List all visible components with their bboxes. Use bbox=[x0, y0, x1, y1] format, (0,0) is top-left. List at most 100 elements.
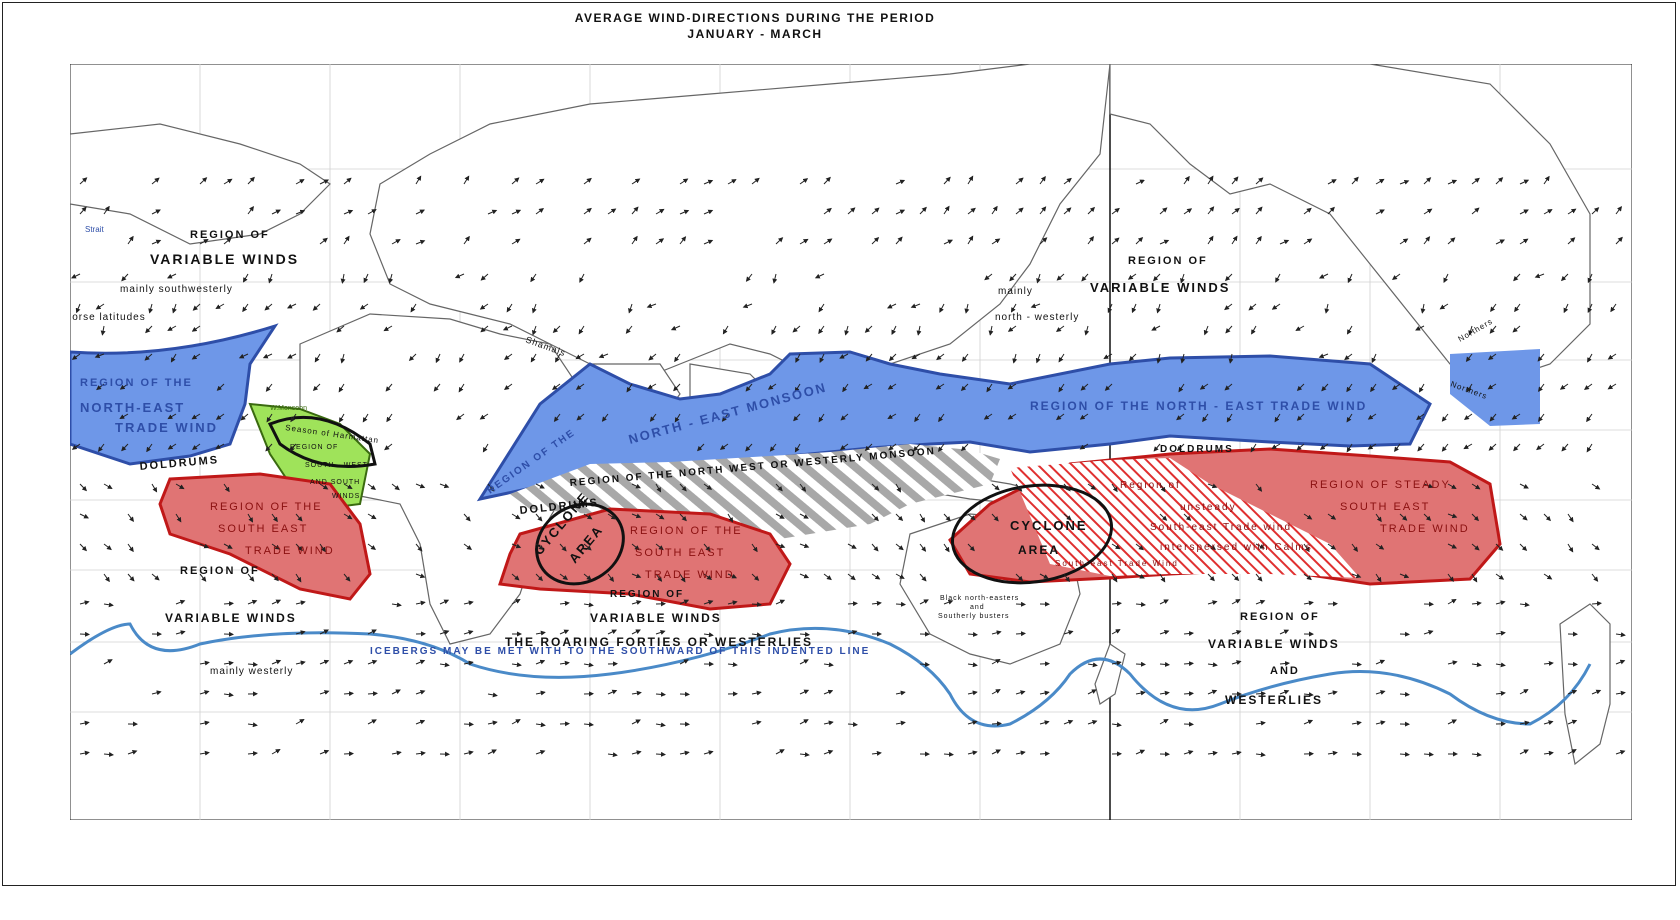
wind-arrow bbox=[799, 483, 807, 492]
wind-arrow bbox=[649, 413, 657, 422]
wind-arrow bbox=[240, 413, 249, 421]
wind-arrow bbox=[960, 383, 969, 392]
wind-arrow bbox=[967, 662, 978, 668]
wind-arrow bbox=[823, 573, 832, 581]
wind-arrow bbox=[79, 543, 87, 552]
wind-arrow bbox=[391, 602, 402, 608]
wind-arrow bbox=[895, 179, 906, 185]
wind-arrow bbox=[1351, 573, 1362, 579]
wind-arrow bbox=[991, 749, 1001, 755]
wind-arrow bbox=[1463, 443, 1473, 450]
wind-arrow bbox=[1111, 483, 1118, 493]
wind-arrow bbox=[991, 689, 1001, 695]
wind-arrow bbox=[1537, 413, 1545, 423]
label-mainly-nw: mainly bbox=[998, 286, 1033, 297]
wind-arrow bbox=[943, 543, 950, 553]
wind-arrow bbox=[266, 413, 273, 423]
wind-arrow bbox=[626, 383, 633, 393]
wind-arrow bbox=[415, 239, 426, 245]
wind-arrow bbox=[742, 303, 753, 309]
wind-arrow bbox=[1327, 750, 1338, 756]
wind-arrow bbox=[935, 383, 945, 390]
wind-arrow bbox=[1255, 543, 1265, 549]
wind-arrow bbox=[1012, 353, 1018, 364]
wind-arrow bbox=[1087, 662, 1098, 668]
wind-arrow bbox=[439, 483, 450, 489]
wind-arrow bbox=[727, 600, 738, 606]
wind-arrow bbox=[631, 483, 642, 489]
wind-arrow bbox=[751, 632, 762, 638]
wind-arrow bbox=[127, 513, 135, 523]
wind-arrow bbox=[1419, 383, 1425, 393]
wind-arrow bbox=[840, 413, 849, 421]
wind-arrow bbox=[583, 722, 594, 727]
wind-arrow bbox=[1251, 325, 1257, 335]
wind-arrow bbox=[1567, 661, 1578, 667]
wind-arrow bbox=[535, 573, 544, 582]
wind-arrow bbox=[79, 177, 88, 185]
wind-arrow bbox=[751, 573, 760, 581]
label-region-of-ind-s: REGION OF bbox=[610, 589, 684, 600]
wind-arrow bbox=[1519, 513, 1528, 521]
wind-arrow bbox=[511, 599, 521, 605]
wind-arrow bbox=[1511, 413, 1521, 420]
wind-arrow bbox=[191, 353, 201, 360]
wind-arrow bbox=[988, 325, 994, 336]
wind-arrow bbox=[415, 689, 426, 695]
wind-arrow bbox=[1375, 513, 1382, 523]
wind-arrow bbox=[290, 413, 297, 423]
wind-arrow bbox=[1156, 353, 1162, 364]
wind-arrow bbox=[454, 273, 465, 279]
wind-arrow bbox=[265, 443, 273, 452]
wind-arrow bbox=[121, 273, 129, 282]
map-title: AVERAGE WIND-DIRECTIONS DURING THE PERIO… bbox=[0, 10, 1510, 42]
label-harmattan-monsoon: W.Monsoon bbox=[270, 405, 307, 412]
wind-arrow bbox=[823, 176, 831, 185]
wind-arrow bbox=[340, 273, 346, 284]
label-ne-trade-atl-2: NORTH-EAST bbox=[80, 400, 185, 415]
wind-arrow bbox=[1036, 273, 1041, 284]
wind-arrow bbox=[721, 413, 729, 422]
wind-arrow bbox=[847, 601, 858, 607]
wind-arrow bbox=[415, 719, 426, 725]
wind-arrow bbox=[583, 177, 592, 185]
wind-arrow bbox=[199, 543, 210, 549]
wind-arrow bbox=[223, 178, 233, 185]
wind-arrow bbox=[119, 413, 129, 419]
wind-arrow bbox=[1035, 353, 1041, 364]
wind-arrow bbox=[674, 413, 681, 423]
wind-arrow bbox=[1536, 443, 1545, 451]
wind-arrow bbox=[295, 660, 306, 666]
label-variable-winds-sw: VARIABLE WINDS bbox=[165, 611, 297, 625]
wind-arrow bbox=[939, 303, 945, 313]
wind-arrow bbox=[1248, 303, 1257, 311]
wind-arrow bbox=[1303, 207, 1312, 215]
wind-arrow bbox=[271, 543, 281, 550]
wind-arrow bbox=[343, 659, 354, 665]
wind-arrow bbox=[967, 175, 974, 185]
wind-arrow bbox=[794, 443, 801, 453]
wind-arrow bbox=[1615, 690, 1626, 696]
wind-arrow bbox=[559, 600, 570, 606]
wind-arrow bbox=[242, 303, 249, 313]
wind-arrow bbox=[847, 573, 856, 581]
wind-arrow bbox=[175, 630, 186, 636]
wind-arrow bbox=[79, 206, 87, 215]
label-harmattan-2: REGION OF bbox=[290, 444, 338, 451]
wind-arrow bbox=[487, 749, 497, 755]
wind-arrow bbox=[1231, 235, 1238, 245]
wind-arrow bbox=[967, 513, 976, 521]
wind-arrow bbox=[1351, 543, 1359, 553]
wind-arrow bbox=[264, 303, 273, 311]
wind-arrow bbox=[1255, 206, 1263, 215]
wind-arrow bbox=[1231, 750, 1242, 756]
wind-arrow bbox=[286, 303, 297, 309]
wind-arrow bbox=[343, 513, 353, 520]
wind-arrow bbox=[559, 629, 570, 635]
wind-arrow bbox=[559, 543, 567, 552]
wind-arrow bbox=[199, 177, 208, 185]
wind-arrow bbox=[1183, 750, 1194, 755]
wind-arrow bbox=[1159, 690, 1170, 696]
wind-arrow bbox=[847, 721, 858, 727]
wind-arrow bbox=[1183, 661, 1194, 667]
